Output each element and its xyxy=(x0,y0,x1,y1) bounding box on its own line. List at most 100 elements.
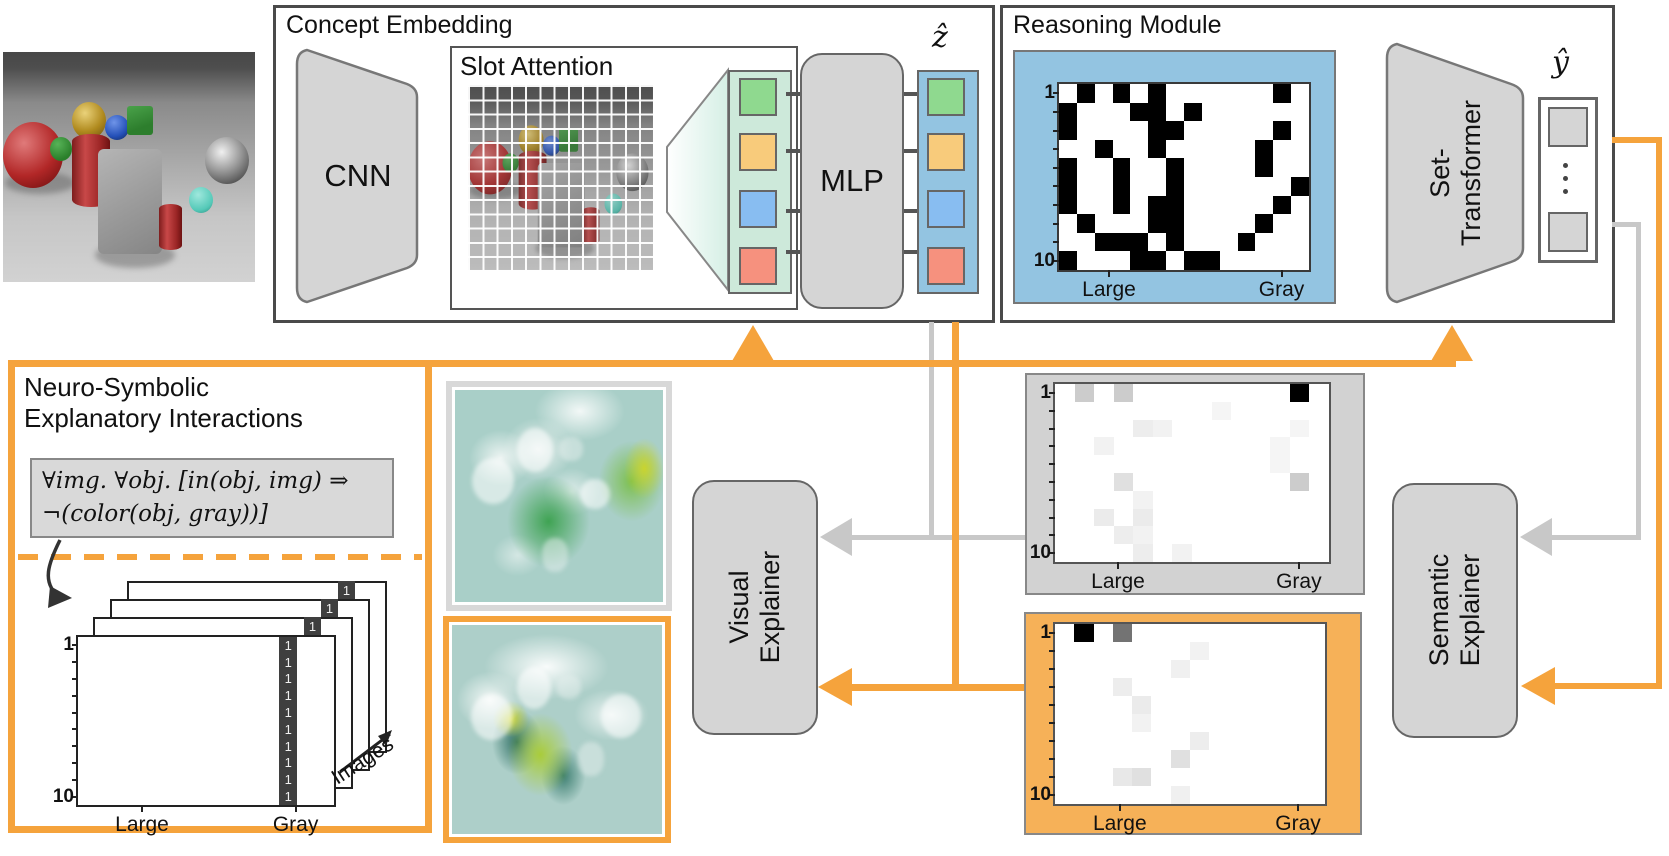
set-transformer-trapezoid xyxy=(1385,42,1525,304)
orange-arrowhead-semantic-explainer xyxy=(1521,667,1555,705)
y-tick xyxy=(1049,480,1055,483)
x-axis-label: Large xyxy=(1082,278,1136,301)
y-tick xyxy=(72,661,78,664)
matrix-cell xyxy=(1133,508,1153,527)
matrix-cell xyxy=(1094,508,1114,527)
semantic-matrix-orange: 1 10 Large Gray xyxy=(1030,622,1327,834)
ones-cell: 1 xyxy=(284,637,292,653)
ones-cell: 1 xyxy=(284,721,292,737)
y-tick xyxy=(1049,498,1055,501)
matrix-cell xyxy=(1273,84,1292,103)
slot-square-orange xyxy=(739,133,777,171)
matrix-cell xyxy=(1132,696,1152,714)
matrix-cell xyxy=(1112,177,1131,196)
set-transformer-box: Set- Transformer xyxy=(1385,40,1527,306)
connector-line xyxy=(901,92,919,96)
matrix-cell xyxy=(1148,195,1167,215)
y-tick xyxy=(1049,632,1055,634)
y-tick xyxy=(72,762,78,764)
matrix-cell xyxy=(1166,214,1184,233)
slot-attention-grid-image xyxy=(468,85,653,270)
matrix-cell xyxy=(1094,232,1113,252)
y-tick xyxy=(1053,222,1059,225)
gray-line-right-down xyxy=(1636,222,1641,538)
y-tick xyxy=(72,711,78,714)
matrix-cell xyxy=(1059,177,1077,196)
matrix-cell xyxy=(1112,158,1131,177)
y-tick xyxy=(1053,241,1059,244)
y-axis-label-top: 1 xyxy=(63,634,74,656)
y-tick xyxy=(1049,668,1055,670)
connector-line xyxy=(786,209,802,213)
neuro-symbolic-title: Neuro-Symbolic Explanatory Interactions xyxy=(24,372,303,434)
x-axis-label: Gray xyxy=(272,813,319,836)
y-tick xyxy=(1049,686,1055,688)
clevr-object-small-red-cylinder xyxy=(159,204,182,250)
matrix-cell xyxy=(1255,139,1274,159)
matrix-cell xyxy=(1112,232,1131,252)
y-tick xyxy=(1053,185,1059,188)
cnn-label: CNN xyxy=(324,158,392,193)
y-tick xyxy=(1049,758,1055,760)
ns-front-matrix: 1 1 1 1 1 1 1 1 1 1 1 10 Large Gray xyxy=(53,635,336,835)
matrix-cell xyxy=(1112,678,1133,696)
heatmap-gray-frame xyxy=(446,381,672,611)
slot-attention-title: Slot Attention xyxy=(460,51,614,81)
y-tick xyxy=(1049,552,1055,555)
orange-line-to-semantic-explainer xyxy=(1554,683,1662,689)
ones-cell: 1 xyxy=(284,654,292,670)
ellipsis-dot xyxy=(1563,163,1568,168)
matrix-cell xyxy=(1255,158,1274,177)
matrix-cell xyxy=(1148,251,1167,270)
z-hat-square-orange xyxy=(927,133,965,171)
matrix-cell xyxy=(1094,139,1113,159)
clevr-object-green-cube xyxy=(127,106,153,135)
matrix-cell xyxy=(1273,121,1292,140)
y-tick xyxy=(1049,776,1055,778)
gray-one-chip: 1 xyxy=(338,581,355,599)
matrix-cell xyxy=(1059,251,1077,270)
gray-arrowhead-visual-explainer xyxy=(820,518,852,556)
y-tick xyxy=(1049,534,1055,537)
visual-explainer-box: Visual Explainer xyxy=(692,480,818,735)
visual-explanation-gray xyxy=(455,390,663,602)
ones-cell: 1 xyxy=(284,789,292,805)
matrix-cell xyxy=(1112,84,1131,103)
attention-grid-overlay xyxy=(468,85,653,270)
orange-line-yhat-out xyxy=(1612,137,1662,143)
matrix-cell xyxy=(1094,437,1114,456)
gray-line-to-visual-explainer xyxy=(851,535,1025,540)
x-axis-label: Large xyxy=(115,813,169,836)
y-tick xyxy=(1049,445,1055,448)
matrix-cell xyxy=(1170,660,1190,678)
matrix-cell xyxy=(1076,84,1095,103)
x-axis-label: Large xyxy=(1092,812,1147,835)
y-tick xyxy=(1049,794,1055,796)
matrix-cell xyxy=(1166,177,1184,196)
y-hat-square-top xyxy=(1548,107,1588,147)
matrix-cell xyxy=(1166,195,1184,215)
reasoning-binary-matrix: 1 10 Large Gray xyxy=(1034,82,1311,300)
y-tick xyxy=(1053,148,1059,151)
matrix-cell xyxy=(1184,251,1202,270)
slot-square-salmon xyxy=(739,247,777,285)
orange-feedback-line xyxy=(430,360,1456,367)
y-tick xyxy=(1049,516,1055,519)
matrix-cell xyxy=(1166,158,1184,177)
connector-line xyxy=(901,209,919,213)
matrix-cell xyxy=(1172,544,1192,562)
ones-cell: 1 xyxy=(284,738,292,754)
y-tick xyxy=(1049,740,1055,742)
mlp-label: MLP xyxy=(820,163,884,198)
y-tick xyxy=(72,694,78,697)
logic-formula-box: ∀img. ∀obj. [in(obj, img) ⇒ ¬(color(obj,… xyxy=(30,458,394,538)
x-tick xyxy=(1297,804,1299,811)
matrix-cell xyxy=(1148,121,1167,140)
ellipsis-dot xyxy=(1563,176,1568,181)
curved-arrow xyxy=(46,539,72,608)
y-tick xyxy=(1049,463,1055,466)
y-tick xyxy=(1049,427,1055,430)
matrix-cell xyxy=(1132,768,1152,786)
matrix-cell xyxy=(1201,251,1220,270)
orange-line-center-down xyxy=(952,322,959,691)
